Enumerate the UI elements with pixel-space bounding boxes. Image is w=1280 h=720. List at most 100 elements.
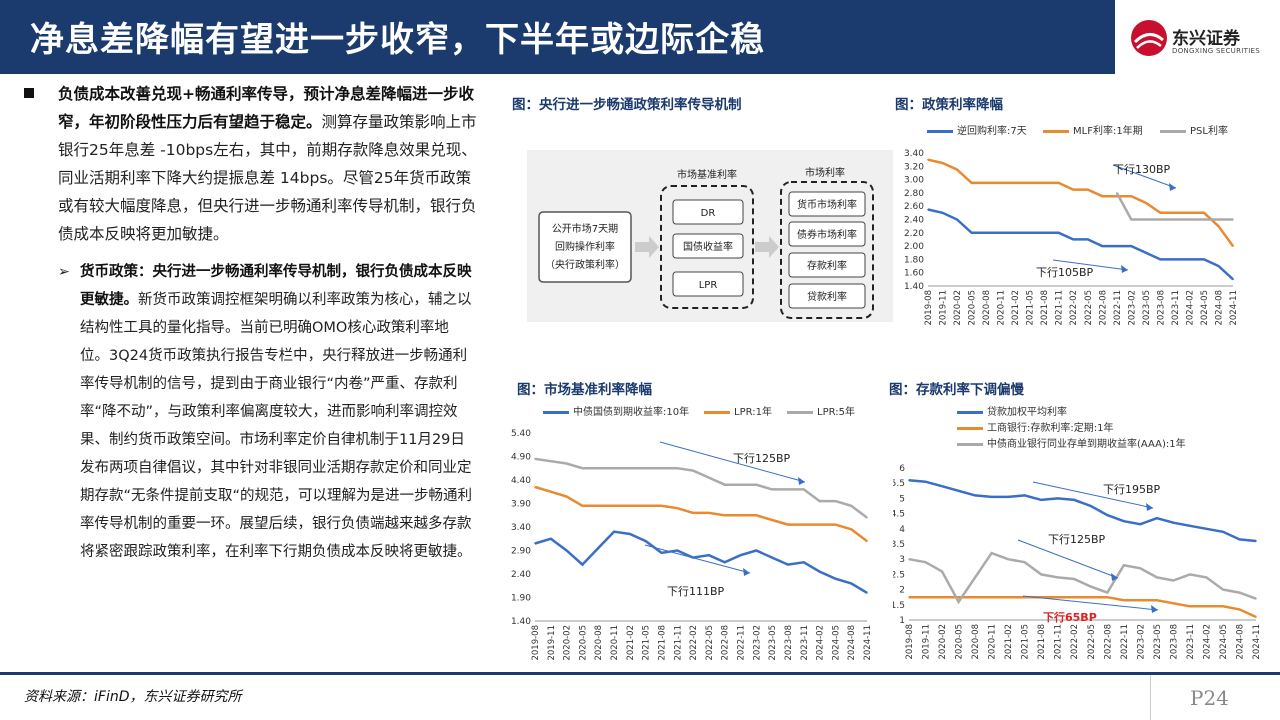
data-point xyxy=(676,467,679,470)
data-point xyxy=(1073,499,1076,501)
data-point xyxy=(660,552,663,554)
data-point xyxy=(866,592,868,594)
footer-separator xyxy=(1150,675,1151,720)
data-point xyxy=(1217,225,1220,227)
x-tick-label: 2020-11 xyxy=(988,624,998,660)
chart3-legend-3: 中债商业银行同业存单到期收益率(AAA):1年 xyxy=(957,435,1186,450)
annotation-arrowhead xyxy=(1121,265,1128,273)
chart3-legend-1: 贷款加权平均利率 xyxy=(957,403,1067,418)
annotation-arrow xyxy=(644,544,751,574)
data-point xyxy=(1217,218,1220,221)
logo-text-en: DONGXING SECURITIES xyxy=(1172,47,1261,55)
data-point xyxy=(1101,245,1104,247)
data-point xyxy=(974,596,976,598)
data-point xyxy=(985,182,987,184)
x-tick-label: 2024-02 xyxy=(1185,290,1195,326)
y-tick-label: 1.40 xyxy=(511,617,531,627)
x-tick-label: 2021-05 xyxy=(1021,624,1031,660)
x-tick-label: 2019-08 xyxy=(924,290,934,326)
x-tick-label: 2021-11 xyxy=(673,625,683,661)
x-tick-label: 2022-08 xyxy=(721,625,731,661)
data-point xyxy=(1043,182,1045,184)
x-tick-label: 2023-02 xyxy=(752,625,762,661)
data-point xyxy=(1086,188,1089,191)
series-line-3 xyxy=(908,551,1257,605)
data-point xyxy=(927,158,929,161)
diagram-source-line-1: 公开市场7天期 xyxy=(552,222,618,235)
data-point xyxy=(1255,616,1257,618)
annotation-arrowhead xyxy=(1151,605,1158,613)
data-point xyxy=(850,582,852,585)
data-point xyxy=(974,576,976,579)
x-tick-label: 2019-11 xyxy=(922,624,932,660)
x-tick-label: 2023-05 xyxy=(768,625,778,661)
y-tick-label: 6 xyxy=(899,464,905,474)
data-point xyxy=(644,540,647,542)
data-point xyxy=(941,485,943,488)
chart2-legend-2: LPR:1年 xyxy=(704,403,772,418)
diagram-arrow-2 xyxy=(755,236,779,258)
x-tick-label: 2023-05 xyxy=(1142,290,1152,326)
data-point xyxy=(550,460,552,462)
diagram-arrow-1 xyxy=(635,236,659,258)
y-tick-label: 1.90 xyxy=(511,594,531,604)
x-tick-label: 2019-11 xyxy=(939,290,949,326)
annotation-label: 下行130BP xyxy=(1113,163,1171,176)
data-point xyxy=(676,549,679,552)
data-point xyxy=(692,512,694,514)
x-tick-label: 2024-05 xyxy=(1200,290,1210,326)
series-line-1 xyxy=(534,530,868,594)
data-point xyxy=(1057,182,1060,184)
logo-area xyxy=(1115,0,1280,74)
main-bullet: 负债成本改善兑现+畅通利率传导，预计净息差降幅进一步收窄，年初阶段性压力后有望趋… xyxy=(22,80,477,248)
data-point xyxy=(1145,218,1147,221)
data-point xyxy=(1139,523,1142,526)
x-tick-label: 2019-08 xyxy=(531,625,541,661)
logo-icon xyxy=(1131,20,1167,56)
data-point xyxy=(692,469,694,472)
y-tick-label: 2.80 xyxy=(904,189,924,199)
data-point xyxy=(1188,218,1191,221)
chart2-legend-1: 中债国债到期收益率:10年 xyxy=(543,403,689,418)
data-point xyxy=(1255,597,1257,600)
data-point xyxy=(1203,212,1205,214)
data-point xyxy=(1188,258,1191,261)
annotation-label: 下行105BP xyxy=(1036,266,1094,279)
data-point xyxy=(866,540,868,542)
data-point xyxy=(1116,245,1118,247)
data-point xyxy=(565,495,568,498)
y-tick-label: 1.5 xyxy=(893,601,905,611)
data-point xyxy=(908,479,910,481)
x-tick-label: 2024-11 xyxy=(1229,290,1239,326)
data-point xyxy=(1174,212,1176,214)
data-point xyxy=(1203,218,1205,221)
data-point xyxy=(1043,232,1045,234)
y-tick-label: 4.90 xyxy=(511,453,531,463)
data-point xyxy=(927,208,929,211)
x-tick-label: 2022-05 xyxy=(1087,624,1097,660)
data-point xyxy=(1116,192,1118,194)
data-point xyxy=(1189,605,1191,608)
x-tick-label: 2020-02 xyxy=(938,624,948,660)
y-tick-label: 2 xyxy=(899,586,905,596)
logo-text-cn: 东兴证券 xyxy=(1172,29,1240,49)
series-line-1 xyxy=(927,208,1234,281)
data-point xyxy=(1089,505,1092,507)
x-tick-label: 2021-02 xyxy=(1011,290,1021,326)
data-point xyxy=(1156,576,1158,579)
x-tick-label: 2023-05 xyxy=(1153,624,1163,660)
data-point xyxy=(1172,521,1175,524)
sub-bullet: ➢ 货币政策：央行进一步畅通利率传导机制，银行负债成本反映更敏捷。新货币政策调控… xyxy=(22,258,477,566)
x-tick-label: 2024-02 xyxy=(1202,624,1212,660)
data-point xyxy=(924,480,927,483)
data-point xyxy=(708,554,710,556)
data-point xyxy=(1089,585,1092,588)
x-tick-label: 2024-08 xyxy=(1214,290,1224,326)
data-point xyxy=(1174,258,1176,261)
data-point xyxy=(1159,258,1162,261)
data-point xyxy=(1106,596,1109,598)
annotation-label: 下行111BP xyxy=(667,585,725,598)
sub-bullet-bold: 货币政策：央行进一步畅通利率传导机制，银行负债成本反映更敏捷。 xyxy=(80,264,472,308)
annotation-arrowhead xyxy=(798,477,805,485)
y-tick-label: 5.40 xyxy=(511,429,531,439)
